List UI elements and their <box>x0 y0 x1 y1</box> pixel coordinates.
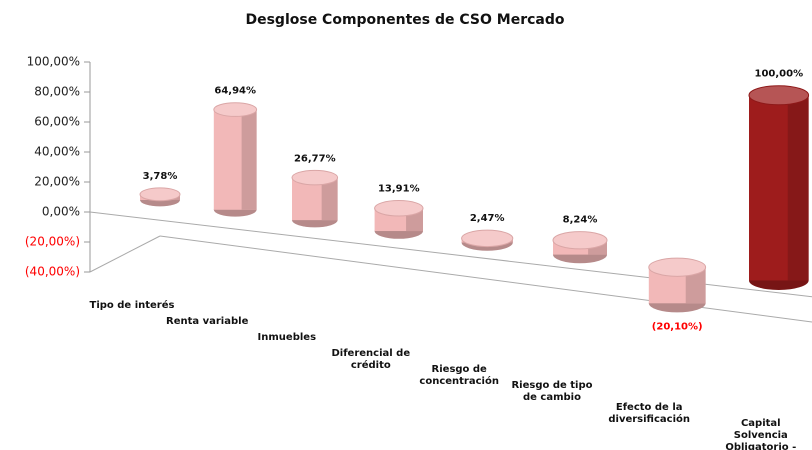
chart-title: Desglose Componentes de CSO Mercado <box>245 12 564 28</box>
value-label: 26,77% <box>294 153 336 164</box>
cylinder <box>648 257 707 313</box>
value-label: 13,91% <box>378 184 420 195</box>
cylinder-top <box>552 231 608 250</box>
floor-line <box>159 235 812 323</box>
x-tick-label: Efecto de la diversificación <box>608 402 690 425</box>
cylinder-top <box>139 187 181 202</box>
y-tick-label: 60,00% <box>34 115 80 129</box>
x-tick-label: Diferencial de crédito <box>331 348 411 371</box>
cylinder <box>552 231 608 264</box>
y-tick-label: 100,00% <box>27 55 80 69</box>
value-label: 64,94% <box>214 86 256 97</box>
cylinder-top <box>461 229 514 248</box>
value-label: 8,24% <box>563 215 598 226</box>
cylinder-shade <box>321 177 338 221</box>
cylinder-shade <box>787 95 809 281</box>
value-label: 100,00% <box>754 69 803 80</box>
cylinder <box>461 229 514 251</box>
cylinder <box>374 200 424 239</box>
x-tick-label: Capital Solvencia Obligatorio - Mercado <box>725 418 797 450</box>
value-label: (20,10%) <box>652 321 703 332</box>
x-tick-label: Inmuebles <box>257 332 317 343</box>
value-label: 2,47% <box>470 213 505 224</box>
y-tick-label: 80,00% <box>34 85 80 99</box>
cylinder-top <box>648 257 707 277</box>
cylinder-top <box>748 85 810 106</box>
cylinder <box>139 187 181 207</box>
value-label: 3,78% <box>143 171 178 182</box>
cylinder <box>748 85 810 290</box>
y-tick-label: 20,00% <box>34 175 80 189</box>
x-tick-label: Renta variable <box>166 316 249 327</box>
cylinder-top <box>374 200 424 217</box>
x-tick-label: Tipo de interés <box>89 300 175 311</box>
x-tick-label: Riesgo de tipo de cambio <box>511 380 593 403</box>
cylinder <box>291 169 339 228</box>
y-tick-label: 40,00% <box>34 145 80 159</box>
cylinder-top <box>213 102 258 117</box>
cylinder-shade <box>241 109 257 210</box>
cylinder-shade <box>685 267 706 304</box>
floor-line <box>89 235 161 273</box>
cylinder-top <box>291 169 339 186</box>
y-tick-label: (40,00%) <box>25 265 80 279</box>
y-tick-label: 0,00% <box>42 205 80 219</box>
y-tick-label: (20,00%) <box>25 235 80 249</box>
x-tick-label: Riesgo de concentración <box>419 364 499 387</box>
cylinder <box>213 102 258 217</box>
